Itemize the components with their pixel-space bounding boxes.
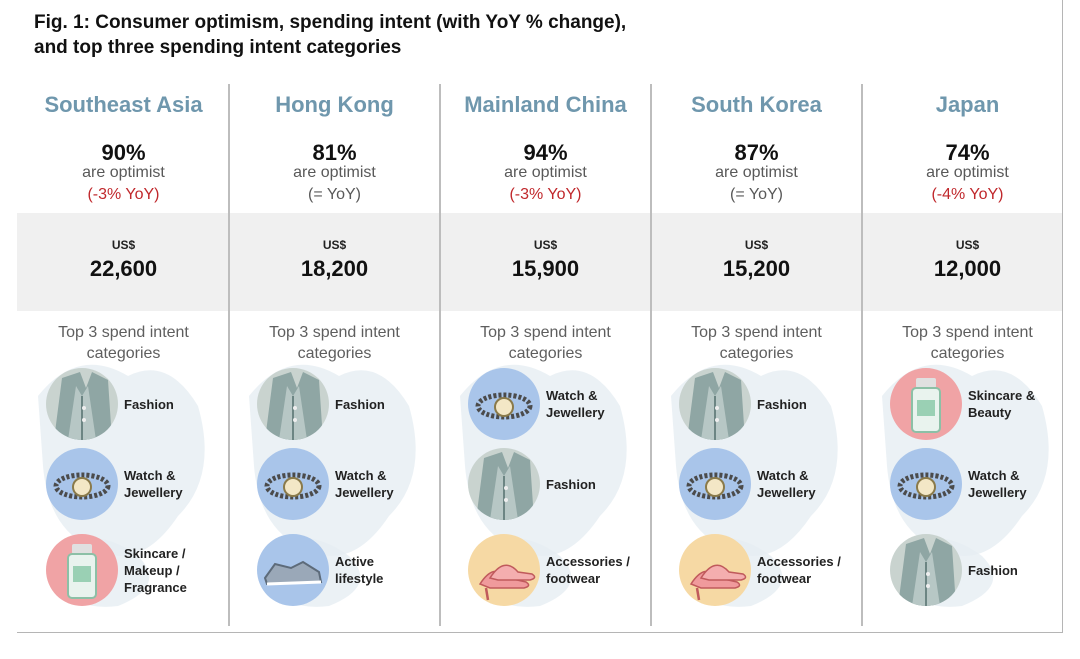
fashion-icon [890,534,962,606]
yoy-change: (= YoY) [730,186,783,203]
column-divider [439,84,441,626]
category-item: Fashion [890,534,1070,606]
top3-label: Top 3 spend intent categories [691,324,822,362]
category-item: Watch & Jewellery [679,448,859,520]
watch-icon [679,448,751,520]
column-divider [650,84,652,626]
category-item: Fashion [46,368,226,440]
category-label: Accessories / footwear [546,554,630,586]
currency-label: US$ [533,238,558,252]
category-label: Watch & Jewellery [335,468,394,500]
region-name: Hong Kong [275,92,394,117]
region-name: Japan [935,92,1000,117]
region-column: Mainland China 94% are optimist (-3% YoY) US… [440,84,651,624]
region-column: Japan 74% are optimist (-4% YoY) US$ 12,000 To… [862,84,1073,624]
category-item: Skincare & Beauty [890,368,1070,440]
category-item: Skincare / Makeup / Fragrance [46,534,226,606]
category-item: Watch & Jewellery [257,448,437,520]
optimist-percentage: 87% [734,140,779,165]
optimist-label: are optimist [926,164,1009,181]
fashion-icon [468,448,540,520]
category-label: Active lifestyle [335,554,384,586]
category-label: Watch & Jewellery [124,468,183,500]
category-item: Fashion [679,368,859,440]
heels-icon [679,534,751,606]
category-label: Watch & Jewellery [757,468,816,500]
spending-amount: 22,600 [89,256,158,281]
category-label: Fashion [124,396,174,412]
yoy-change: (-3% YoY) [509,186,582,203]
top3-label: Top 3 spend intent categories [269,324,400,362]
spending-amount: 15,900 [511,256,580,281]
category-label: Watch & Jewellery [546,388,605,420]
fashion-icon [257,368,329,440]
optimist-percentage: 94% [523,140,568,165]
category-label: Accessories / footwear [757,554,841,586]
category-label: Fashion [757,396,807,412]
region-column: South Korea 87% are optimist (= YoY) US$ 15,2… [651,84,862,624]
spending-band [17,213,1062,311]
yoy-change: (= YoY) [308,186,361,203]
category-label: Fashion [335,396,385,412]
watch-icon [468,368,540,440]
fashion-icon [46,368,118,440]
column-divider [861,84,863,626]
column-divider [228,84,230,626]
spending-amount: 15,200 [722,256,791,281]
optimist-label: are optimist [504,164,587,181]
spending-amount: 12,000 [933,256,1002,281]
spending-amount: 18,200 [300,256,369,281]
category-item: Watch & Jewellery [46,448,226,520]
currency-label: US$ [322,238,347,252]
skincare-icon [46,534,118,606]
category-item: Accessories / footwear [468,534,648,606]
skincare-icon [890,368,962,440]
heels-icon [468,534,540,606]
optimist-label: are optimist [82,164,165,181]
figure-frame [17,0,1063,633]
optimist-percentage: 81% [312,140,357,165]
category-item: Watch & Jewellery [890,448,1070,520]
top3-label: Top 3 spend intent categories [480,324,611,362]
sneaker-icon [257,534,329,606]
category-item: Watch & Jewellery [468,368,648,440]
watch-icon [890,448,962,520]
category-label: Watch & Jewellery [968,468,1027,500]
region-column: Hong Kong 81% are optimist (= YoY) US$ 18,200… [229,84,440,624]
watch-icon [257,448,329,520]
region-name: South Korea [691,92,822,117]
category-label: Skincare & Beauty [968,388,1036,420]
region-name: Southeast Asia [44,92,203,117]
category-item: Accessories / footwear [679,534,859,606]
watch-icon [46,448,118,520]
category-label: Fashion [546,476,596,492]
optimist-label: are optimist [293,164,376,181]
yoy-change: (-3% YoY) [87,186,160,203]
category-label: Fashion [968,562,1018,578]
category-item: Fashion [257,368,437,440]
optimist-percentage: 74% [945,140,990,165]
optimist-label: are optimist [715,164,798,181]
region-column: Southeast Asia 90% are optimist (-3% YoY) US… [18,84,229,624]
category-item: Fashion [468,448,648,520]
region-name: Mainland China [464,92,627,117]
currency-label: US$ [111,238,136,252]
category-label: Skincare / Makeup / Fragrance [124,545,187,595]
fashion-icon [679,368,751,440]
category-item: Active lifestyle [257,534,437,606]
yoy-change: (-4% YoY) [931,186,1004,203]
optimist-percentage: 90% [101,140,146,165]
figure-title: Fig. 1: Consumer optimism, spending inte… [34,12,627,58]
top3-label: Top 3 spend intent categories [58,324,189,362]
top3-label: Top 3 spend intent categories [902,324,1033,362]
currency-label: US$ [744,238,769,252]
currency-label: US$ [955,238,980,252]
